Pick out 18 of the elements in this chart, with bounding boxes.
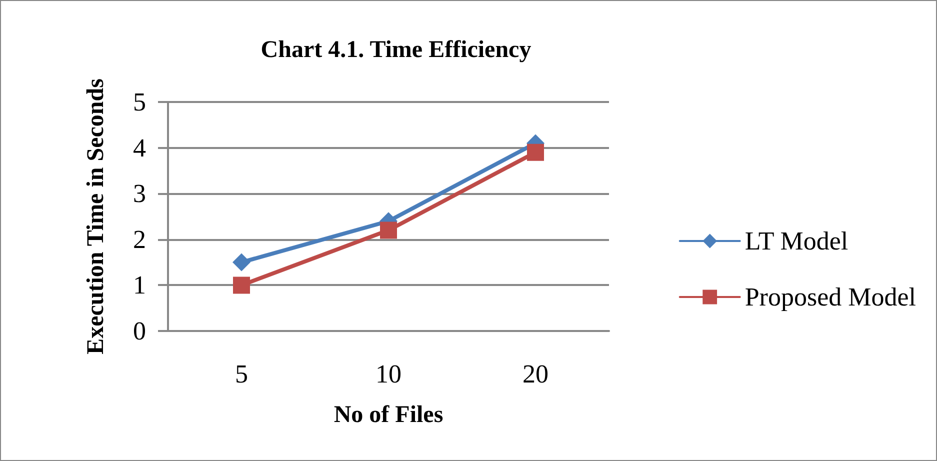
legend-label: LT Model bbox=[744, 226, 848, 256]
point bbox=[527, 144, 544, 161]
y-tick-label: 4 bbox=[133, 133, 146, 162]
point bbox=[380, 222, 397, 239]
chart-title: Chart 4.1. Time Efficiency bbox=[260, 37, 532, 63]
x-tick-label: 20 bbox=[522, 360, 548, 388]
legend-label: Proposed Model bbox=[744, 282, 916, 312]
y-axis-title: Execution Time in Seconds bbox=[83, 78, 109, 354]
y-tick-label: 5 bbox=[133, 88, 146, 116]
x-tick-label: 5 bbox=[235, 360, 248, 388]
y-tick-label: 3 bbox=[133, 179, 146, 208]
y-tick-label: 0 bbox=[133, 316, 146, 346]
point bbox=[232, 253, 250, 272]
y-tick-label: 2 bbox=[133, 224, 146, 254]
x-tick-label: 10 bbox=[376, 360, 402, 388]
x-axis-title: No of Files bbox=[334, 402, 444, 428]
y-tick-label: 1 bbox=[133, 270, 146, 300]
point bbox=[233, 276, 250, 294]
